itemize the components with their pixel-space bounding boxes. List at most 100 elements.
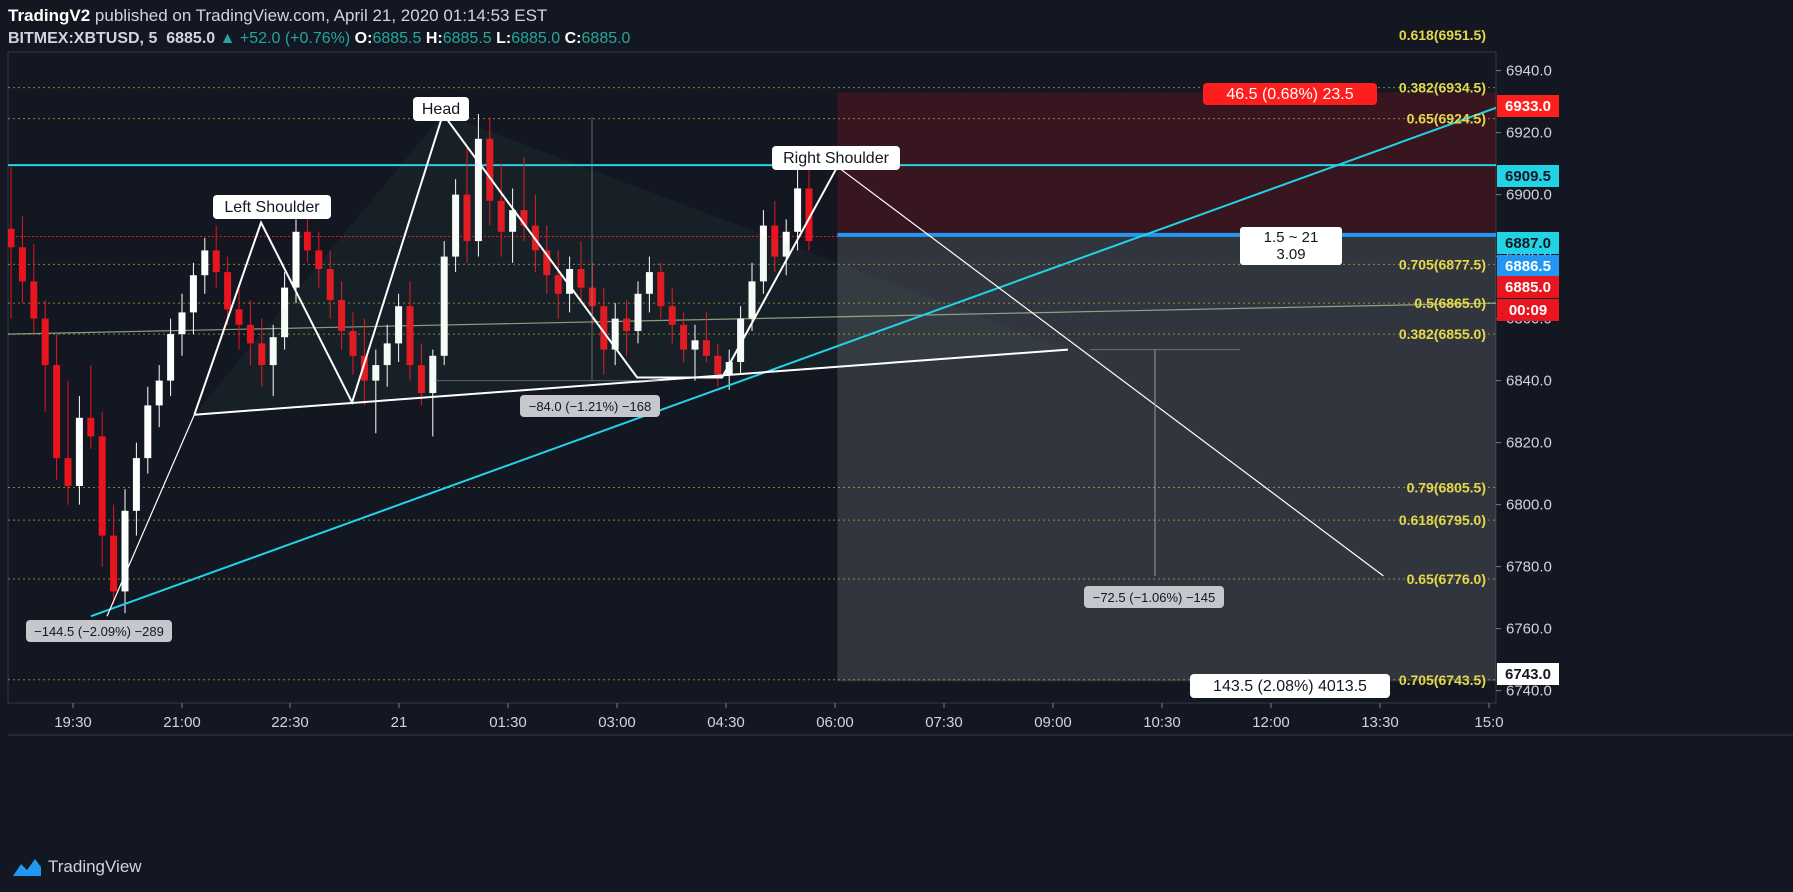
svg-text:6743.0: 6743.0	[1505, 666, 1551, 683]
rise-line	[106, 414, 195, 617]
candle	[440, 241, 448, 366]
candle	[554, 250, 562, 319]
candle	[417, 343, 425, 406]
y-tick-label: 6840.0	[1506, 373, 1552, 390]
candle	[782, 219, 790, 276]
svg-text:−72.5 (−1.06%) −145: −72.5 (−1.06%) −145	[1093, 590, 1216, 605]
candle	[132, 442, 140, 536]
candle	[144, 386, 152, 474]
candle	[178, 293, 186, 356]
candle	[75, 396, 83, 505]
candle	[474, 114, 482, 257]
candle	[30, 244, 38, 335]
head-label: Head	[413, 97, 469, 121]
candle	[645, 256, 653, 313]
candle	[543, 225, 551, 294]
candle	[18, 216, 26, 304]
candle	[292, 219, 300, 304]
x-tick-label: 03:00	[598, 714, 636, 731]
fib-level-label: 0.382(6934.5)	[1399, 80, 1486, 96]
svg-text:00:09: 00:09	[1509, 302, 1547, 319]
candle	[383, 324, 391, 387]
symbol-name[interactable]: BITMEX:XBTUSD, 5	[8, 30, 158, 47]
y-tick-label: 6760.0	[1506, 621, 1552, 638]
candle	[303, 216, 311, 263]
fib-level-label: 0.5(6865.0)	[1414, 295, 1486, 311]
candle	[326, 250, 334, 319]
candle	[246, 300, 254, 366]
author-name[interactable]: TradingV2	[8, 6, 91, 25]
candle	[110, 504, 118, 604]
plot-frame	[7, 51, 1497, 704]
candle	[372, 349, 380, 434]
svg-text:143.5 (2.08%) 4013.5: 143.5 (2.08%) 4013.5	[1213, 678, 1367, 695]
x-tick-label: 21:00	[163, 714, 201, 731]
candle	[623, 300, 631, 356]
candle	[759, 210, 767, 294]
svg-text:Head: Head	[422, 101, 460, 118]
stop-zone	[837, 92, 1496, 235]
pattern-fill	[194, 114, 1068, 415]
svg-text:−84.0 (−1.21%) −168: −84.0 (−1.21%) −168	[529, 399, 652, 414]
svg-text:−144.5 (−2.09%) −289: −144.5 (−2.09%) −289	[34, 624, 164, 639]
plot-area	[8, 87, 1496, 682]
x-tick-label: 10:30	[1143, 714, 1181, 731]
neckline	[194, 348, 1068, 416]
candle	[258, 318, 266, 387]
y-tick-label: 6940.0	[1506, 63, 1552, 80]
x-tick-label: 01:30	[489, 714, 527, 731]
svg-text:6885.0: 6885.0	[1505, 279, 1551, 296]
svg-text:1.5 ~ 21: 1.5 ~ 21	[1264, 229, 1319, 246]
fib-level-label: 0.618(6951.5)	[1399, 27, 1486, 43]
candle	[725, 349, 733, 390]
fib-level-label: 0.65(6924.5)	[1407, 111, 1486, 127]
high-value: 6885.5	[442, 30, 492, 47]
fib-level-label: 0.705(6743.5)	[1399, 672, 1486, 688]
price-axis-label: 6885.0	[1497, 276, 1559, 298]
y-tick-label: 6800.0	[1506, 497, 1552, 514]
x-tick-label: 15:0	[1474, 714, 1503, 731]
x-tick-label: 07:30	[925, 714, 963, 731]
x-tick-label: 19:30	[54, 714, 92, 731]
candle	[98, 411, 106, 567]
tradingview-brand[interactable]: TradingView	[12, 856, 142, 878]
measure-label-3: −72.5 (−1.06%) −145	[1084, 586, 1224, 608]
fib-level-label: 0.79(6805.5)	[1407, 480, 1486, 496]
low-value: 6885.0	[511, 30, 561, 47]
candle	[201, 238, 209, 294]
candle	[657, 262, 665, 319]
x-tick-label: 13:30	[1361, 714, 1399, 731]
up-triangle-icon: ▲	[219, 30, 236, 47]
publish-info: TradingV2 published on TradingView.com, …	[8, 6, 547, 26]
price-axis-label: 00:09	[1497, 299, 1559, 321]
svg-text:6887.0: 6887.0	[1505, 235, 1551, 252]
candle	[463, 148, 471, 263]
x-tick-label: 12:00	[1252, 714, 1290, 731]
price-axis-label: 6886.5	[1497, 255, 1559, 277]
x-tick-label: 22:30	[271, 714, 309, 731]
candle	[634, 281, 642, 344]
projection-line	[837, 166, 1384, 577]
price-axis-label: 6933.0	[1497, 95, 1559, 117]
candle	[509, 188, 517, 263]
price-axis-label: 6743.0	[1497, 663, 1559, 685]
last-price: 6885.0	[166, 30, 216, 47]
fib-level-label: 0.618(6795.0)	[1399, 512, 1486, 528]
fib-level-label: 0.65(6776.0)	[1407, 571, 1486, 587]
symbol-legend: BITMEX:XBTUSD, 5 6885.0 ▲ +52.0 (+0.76%)…	[8, 30, 630, 48]
right-shoulder-label: Right Shoulder	[772, 146, 900, 170]
up-trendline	[90, 106, 1496, 618]
candle	[224, 256, 232, 325]
y-tick-label: 6780.0	[1506, 559, 1552, 576]
candle	[748, 262, 756, 331]
candle	[429, 349, 437, 437]
high-label: H:	[425, 30, 443, 47]
candle	[281, 272, 289, 350]
measure-label-2: −84.0 (−1.21%) −168	[520, 395, 660, 417]
y-tick-label: 6920.0	[1506, 125, 1552, 142]
svg-text:46.5 (0.68%) 23.5: 46.5 (0.68%) 23.5	[1226, 86, 1353, 103]
svg-text:6933.0: 6933.0	[1505, 98, 1551, 115]
candle	[680, 312, 688, 362]
candle	[771, 200, 779, 273]
